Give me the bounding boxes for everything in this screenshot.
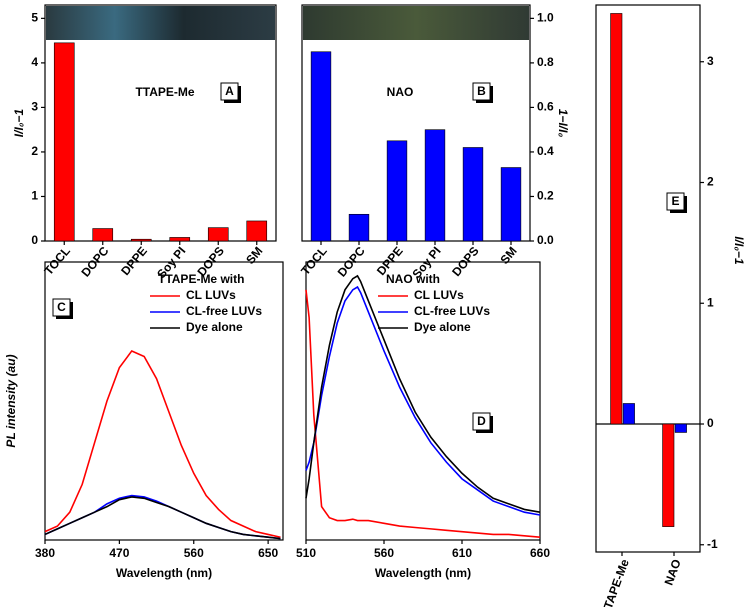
bar bbox=[130, 238, 152, 242]
legend-label: CL-free LUVs bbox=[414, 304, 490, 318]
legend-label: Dye alone bbox=[414, 320, 471, 334]
bar bbox=[92, 228, 114, 242]
x-tick-label: DPPE bbox=[118, 244, 150, 278]
y-axis-title: I/I₀−1 bbox=[732, 236, 746, 265]
plot-frame bbox=[44, 4, 277, 242]
x-tick-label: 560 bbox=[374, 546, 394, 560]
panel-label: D bbox=[477, 414, 486, 428]
panel-label-box bbox=[472, 82, 491, 101]
bar bbox=[207, 227, 229, 242]
line-series bbox=[44, 349, 281, 539]
y-tick-label: 4 bbox=[31, 55, 38, 69]
y-tick-label: 1.0 bbox=[537, 11, 554, 25]
legend-title: NAO with bbox=[386, 272, 440, 286]
bar bbox=[662, 423, 675, 527]
panel-label-box bbox=[666, 192, 685, 211]
y-tick-label: 2 bbox=[707, 175, 714, 189]
y-tick-label: 0.4 bbox=[537, 144, 554, 158]
panel-label: E bbox=[671, 194, 679, 208]
y-tick-label: 0 bbox=[707, 416, 714, 430]
y-tick-label: 3 bbox=[31, 100, 38, 114]
legend-label: CL-free LUVs bbox=[186, 304, 262, 318]
bar bbox=[310, 51, 332, 242]
x-tick-label: TTAPE-Me bbox=[598, 557, 631, 607]
x-tick-label: SM bbox=[497, 244, 519, 267]
bar bbox=[674, 423, 687, 433]
panel-label: C bbox=[57, 300, 66, 314]
y-tick-label: 3 bbox=[707, 54, 714, 68]
x-tick-label: 380 bbox=[35, 546, 55, 560]
bar bbox=[386, 140, 408, 242]
panel-label-box bbox=[52, 298, 71, 317]
bar bbox=[169, 237, 191, 242]
vial-photo bbox=[303, 6, 529, 40]
y-tick-label: 5 bbox=[31, 11, 38, 25]
plot-frame bbox=[301, 4, 531, 242]
y-tick-label: 1 bbox=[31, 189, 38, 203]
y-tick-label: 1 bbox=[707, 295, 714, 309]
bar bbox=[622, 403, 635, 425]
panel-label-box bbox=[220, 82, 239, 101]
legend-title: TTAPE-Me with bbox=[158, 272, 244, 286]
y-tick-label: 0.2 bbox=[537, 189, 554, 203]
annotation: NAO bbox=[387, 85, 414, 99]
x-axis-title: Wavelength (nm) bbox=[375, 566, 471, 580]
panel-label-box bbox=[472, 412, 491, 431]
line-series bbox=[305, 285, 541, 516]
plot-frame bbox=[44, 261, 284, 541]
x-tick-label: SM bbox=[243, 244, 265, 267]
legend-label: CL LUVs bbox=[414, 288, 464, 302]
x-tick-label: 470 bbox=[109, 546, 129, 560]
legend-label: Dye alone bbox=[186, 320, 243, 334]
bar bbox=[462, 147, 484, 242]
line-series bbox=[44, 494, 281, 540]
x-tick-label: TOCL bbox=[41, 244, 73, 278]
line-series bbox=[44, 496, 281, 540]
plot-frame bbox=[305, 261, 541, 541]
x-tick-label: TOCL bbox=[298, 244, 330, 278]
legend-label: CL LUVs bbox=[186, 288, 236, 302]
x-tick-label: 510 bbox=[296, 546, 316, 560]
line-series bbox=[305, 289, 541, 539]
y-tick-label: 2 bbox=[31, 144, 38, 158]
y-axis-title: I/I₀−1 bbox=[12, 108, 26, 137]
y-tick-label: -1 bbox=[707, 537, 718, 551]
plot-frame bbox=[595, 4, 701, 553]
x-tick-label: 650 bbox=[258, 546, 278, 560]
y-tick-label: 0.6 bbox=[537, 100, 554, 114]
y-tick-label: 0.8 bbox=[537, 55, 554, 69]
x-tick-label: 610 bbox=[452, 546, 472, 560]
y-tick-label: 0 bbox=[31, 233, 38, 247]
y-axis-title: PL intensity (au) bbox=[4, 354, 18, 447]
annotation: TTAPE-Me bbox=[135, 85, 194, 99]
y-axis-title: 1−I/I₀ bbox=[556, 109, 570, 138]
bar bbox=[348, 213, 370, 242]
bar bbox=[246, 220, 268, 242]
panel-label: B bbox=[477, 84, 486, 98]
bar bbox=[610, 13, 623, 425]
x-tick-label: NAO bbox=[662, 557, 684, 587]
x-axis-title: Wavelength (nm) bbox=[116, 566, 212, 580]
y-tick-label: 0.0 bbox=[537, 233, 554, 247]
bar bbox=[424, 129, 446, 242]
line-series bbox=[305, 274, 541, 513]
panel-label: A bbox=[225, 84, 234, 98]
x-tick-label: 560 bbox=[184, 546, 204, 560]
bar bbox=[53, 42, 75, 242]
x-tick-label: 660 bbox=[530, 546, 550, 560]
vial-photo bbox=[46, 6, 275, 40]
bar bbox=[500, 167, 522, 242]
